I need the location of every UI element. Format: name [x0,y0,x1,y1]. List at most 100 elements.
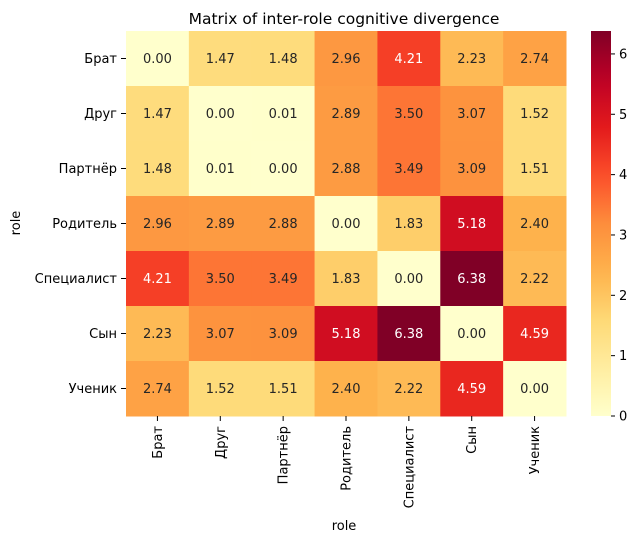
heatmap-cell [188,31,253,87]
heatmap-cell [314,196,378,252]
heatmap-cell [314,141,378,197]
y-tick-label: Друг [84,107,117,122]
x-axis: Брат Друг Партнёр Родитель Специалист Сын Учен… [151,416,543,508]
cell-value-label: 1.47 [143,107,172,122]
heatmap-cell [440,361,504,417]
y-tick-label: Ученик [69,382,118,397]
cell-value-label: 0.00 [143,52,172,67]
heatmap-cell [188,361,253,417]
cell-value-label: 1.51 [269,382,298,397]
cell-value-label: 2.74 [143,382,172,397]
cell-value-label: 2.89 [332,107,361,122]
cell-value-label: 3.07 [457,107,486,122]
cell-value-label: 0.00 [332,217,361,232]
cell-value-label: 1.48 [143,162,172,177]
heatmap-cell [314,361,378,417]
cell-value-label: 3.50 [206,272,235,287]
cell-value-label: 2.88 [332,162,361,177]
cell-value-label: 2.40 [520,217,549,232]
heatmap-cell [251,306,316,362]
cell-value-label: 2.40 [332,382,361,397]
cell-value-label: 2.96 [143,217,172,232]
x-tick-label: Родитель [340,426,355,491]
y-tick-label: Специалист [35,272,118,287]
heatmap-cell [314,306,378,362]
heatmap-cell [503,141,567,197]
cell-value-label: 1.51 [520,162,549,177]
heatmap-cell [126,361,190,417]
heatmap-cell [503,306,567,362]
heatmap-cell [314,86,378,142]
x-tick-label: Партнёр [277,426,292,484]
heatmap-cell [251,86,316,142]
heatmap-cell [188,306,253,362]
heatmap-cell [377,141,441,197]
cell-value-label: 2.88 [269,217,298,232]
cell-value-label: 5.18 [457,217,486,232]
heatmap-cell [188,196,253,252]
colorbar-tick-label: 3 [619,228,627,243]
cell-value-label: 1.83 [394,217,423,232]
cell-value-label: 3.07 [206,327,235,342]
heatmap-cell [377,86,441,142]
cell-value-label: 0.00 [206,107,235,122]
heatmap-cell [377,361,441,417]
cell-value-label: 3.50 [394,107,423,122]
heatmap-cell [251,141,316,197]
y-axis-label: role [9,211,24,236]
cell-value-label: 4.21 [143,272,172,287]
cell-value-label: 0.00 [269,162,298,177]
x-tick-label: Брат [151,426,166,459]
colorbar-tick-label: 2 [619,289,627,304]
heatmap-cell [251,196,316,252]
heatmap-cell [251,251,316,307]
cell-value-label: 4.21 [394,52,423,67]
y-axis: Брат Друг Партнёр Родитель Специалист Сын Учен… [35,52,126,397]
colorbar [591,31,611,416]
heatmap-cell [440,306,504,362]
heatmap-cell [314,251,378,307]
x-tick-label: Специалист [402,426,417,509]
y-tick-label: Брат [84,52,117,67]
heatmap-cell [188,86,253,142]
chart-title: Matrix of inter-role cognitive divergenc… [189,10,500,28]
cell-value-label: 2.22 [394,382,423,397]
heatmap-cell [188,141,253,197]
heatmap-cell [126,86,190,142]
x-tick-label: Друг [214,426,229,459]
cell-value-label: 6.38 [457,272,486,287]
cell-value-label: 3.49 [394,162,423,177]
cell-value-label: 0.00 [394,272,423,287]
heatmap-cell [126,196,190,252]
y-tick-label: Родитель [52,217,117,232]
cell-value-label: 4.59 [457,382,486,397]
colorbar-tick-label: 6 [619,47,627,62]
heatmap-cell [503,251,567,307]
heatmap-cell [503,31,567,87]
heatmap-cell [377,251,441,307]
heatmap-cell [126,306,190,362]
cell-value-label: 3.09 [269,327,298,342]
cell-value-label: 4.59 [520,327,549,342]
heatmap-cell [440,86,504,142]
colorbar-tick-label: 1 [619,349,627,364]
cell-value-label: 1.52 [520,107,549,122]
heatmap-cell [503,196,567,252]
heatmap-cell [377,196,441,252]
heatmap-cells: 0.00 1.47 1.48 2.96 4.21 2.23 2.74 1.47 0.00 0.01… [126,31,567,417]
colorbar-ticks: 0 1 2 3 4 5 6 [611,47,627,425]
cell-value-label: 0.01 [206,162,235,177]
cell-value-label: 0.00 [520,382,549,397]
heatmap-cell [440,31,504,87]
cell-value-label: 2.23 [457,52,486,67]
heatmap-cell [126,141,190,197]
cell-value-label: 0.00 [457,327,486,342]
cell-value-label: 6.38 [394,327,423,342]
x-axis-label: role [332,519,357,534]
cell-value-label: 2.89 [206,217,235,232]
heatmap-cell [503,361,567,417]
x-tick-label: Сын [465,426,480,454]
cell-value-label: 1.47 [206,52,235,67]
cell-value-label: 2.96 [332,52,361,67]
cell-value-label: 2.23 [143,327,172,342]
